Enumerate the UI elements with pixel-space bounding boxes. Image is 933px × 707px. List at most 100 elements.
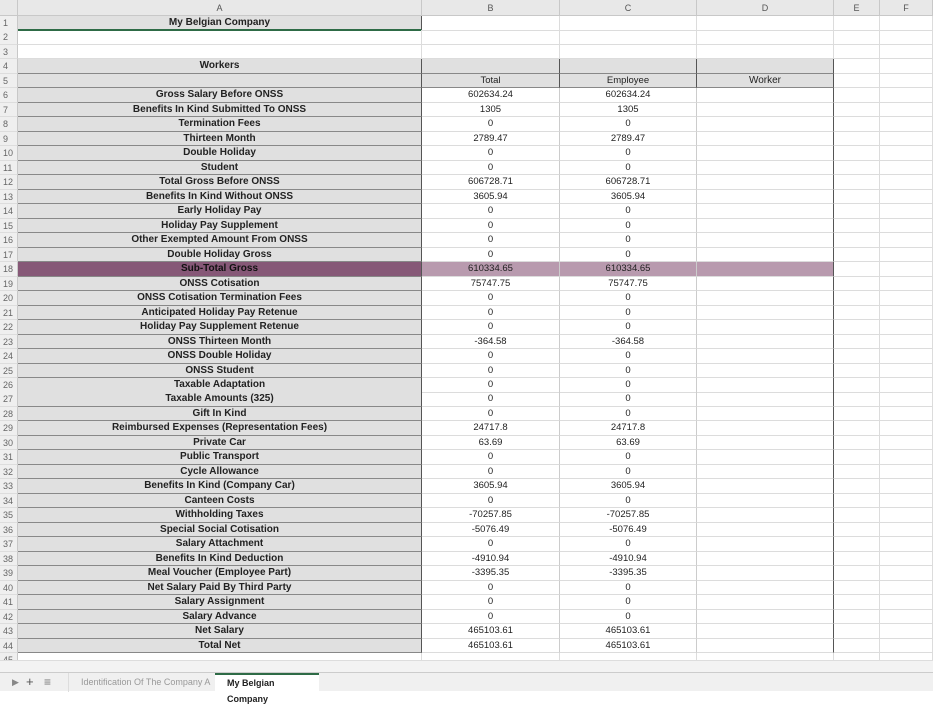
cell-c[interactable]: 0 bbox=[560, 204, 697, 219]
cell-b[interactable] bbox=[422, 653, 560, 660]
cell-f[interactable] bbox=[880, 262, 933, 277]
cell-d[interactable] bbox=[697, 624, 834, 639]
cell-d[interactable] bbox=[697, 363, 834, 379]
cell-e[interactable] bbox=[834, 305, 880, 321]
column-header-f[interactable]: F bbox=[880, 0, 933, 16]
cell-b[interactable]: 0 bbox=[422, 392, 560, 407]
cell-c[interactable] bbox=[560, 30, 697, 45]
cell-e[interactable] bbox=[834, 218, 880, 234]
sheet-tab-my-belgian-company[interactable]: My Belgian Company bbox=[215, 673, 319, 704]
cell-f[interactable] bbox=[880, 435, 933, 451]
cell-e[interactable] bbox=[834, 88, 880, 103]
row-number[interactable]: 38 bbox=[0, 551, 18, 567]
cell-c[interactable]: 0 bbox=[560, 117, 697, 132]
cell-c[interactable]: 0 bbox=[560, 146, 697, 161]
cell-c[interactable]: 0 bbox=[560, 580, 697, 596]
cell-e[interactable] bbox=[834, 102, 880, 118]
cell-f[interactable] bbox=[880, 653, 933, 660]
column-header-e[interactable]: E bbox=[834, 0, 880, 16]
cell-c[interactable]: -5076.49 bbox=[560, 522, 697, 538]
row-number[interactable]: 4 bbox=[0, 59, 18, 74]
cell-c[interactable]: 0 bbox=[560, 349, 697, 364]
cell-f[interactable] bbox=[880, 73, 933, 89]
cell-f[interactable] bbox=[880, 88, 933, 103]
cell-a[interactable]: Benefits In Kind Without ONSS bbox=[18, 189, 422, 205]
cell-a[interactable]: Canteen Costs bbox=[18, 493, 422, 509]
cell-b[interactable]: 0 bbox=[422, 218, 560, 234]
cell-e[interactable] bbox=[834, 16, 880, 31]
cell-b[interactable]: 0 bbox=[422, 291, 560, 306]
cell-b[interactable]: Total bbox=[422, 73, 560, 89]
cell-d[interactable] bbox=[697, 102, 834, 118]
column-header-b[interactable]: B bbox=[422, 0, 560, 16]
cell-b[interactable]: 0 bbox=[422, 247, 560, 263]
cell-e[interactable] bbox=[834, 189, 880, 205]
cell-f[interactable] bbox=[880, 291, 933, 306]
cell-d[interactable] bbox=[697, 189, 834, 205]
cell-e[interactable] bbox=[834, 450, 880, 465]
row-number[interactable]: 8 bbox=[0, 117, 18, 132]
cell-f[interactable] bbox=[880, 117, 933, 132]
cell-f[interactable] bbox=[880, 146, 933, 161]
cell-f[interactable] bbox=[880, 450, 933, 465]
cell-f[interactable] bbox=[880, 493, 933, 509]
cell-d[interactable] bbox=[697, 609, 834, 625]
cell-a[interactable]: Withholding Taxes bbox=[18, 508, 422, 523]
cell-d[interactable] bbox=[697, 59, 834, 74]
cell-e[interactable] bbox=[834, 247, 880, 263]
cell-c[interactable]: -3395.35 bbox=[560, 566, 697, 581]
cell-a[interactable]: Gift In Kind bbox=[18, 406, 422, 422]
cell-b[interactable]: 0 bbox=[422, 146, 560, 161]
cell-b[interactable]: 0 bbox=[422, 450, 560, 465]
row-number[interactable]: 13 bbox=[0, 189, 18, 205]
cell-a[interactable]: Total Net bbox=[18, 638, 422, 654]
cell-c[interactable]: 602634.24 bbox=[560, 88, 697, 103]
cell-b[interactable]: 0 bbox=[422, 595, 560, 610]
row-number[interactable]: 21 bbox=[0, 305, 18, 321]
cell-a[interactable]: Benefits In Kind Deduction bbox=[18, 551, 422, 567]
cell-c[interactable]: 24717.8 bbox=[560, 421, 697, 436]
cell-e[interactable] bbox=[834, 291, 880, 306]
cell-f[interactable] bbox=[880, 522, 933, 538]
row-number[interactable]: 15 bbox=[0, 218, 18, 234]
cell-e[interactable] bbox=[834, 276, 880, 292]
cell-b[interactable]: 0 bbox=[422, 580, 560, 596]
row-number[interactable]: 2 bbox=[0, 30, 18, 45]
cell-d[interactable] bbox=[697, 551, 834, 567]
cell-f[interactable] bbox=[880, 363, 933, 379]
cell-b[interactable]: 3605.94 bbox=[422, 479, 560, 494]
cell-b[interactable]: 465103.61 bbox=[422, 638, 560, 654]
cell-c[interactable]: 1305 bbox=[560, 102, 697, 118]
cell-f[interactable] bbox=[880, 247, 933, 263]
cell-a[interactable] bbox=[18, 73, 422, 89]
cell-d[interactable] bbox=[697, 160, 834, 176]
row-number[interactable]: 28 bbox=[0, 406, 18, 422]
cell-a[interactable]: Special Social Cotisation bbox=[18, 522, 422, 538]
cell-b[interactable]: -4910.94 bbox=[422, 551, 560, 567]
cell-e[interactable] bbox=[834, 378, 880, 393]
cell-c[interactable]: 465103.61 bbox=[560, 624, 697, 639]
cell-d[interactable] bbox=[697, 146, 834, 161]
row-number[interactable]: 12 bbox=[0, 175, 18, 190]
cell-a[interactable]: Other Exempted Amount From ONSS bbox=[18, 233, 422, 248]
cell-c[interactable]: 0 bbox=[560, 291, 697, 306]
row-number[interactable]: 22 bbox=[0, 320, 18, 335]
cell-b[interactable]: 63.69 bbox=[422, 435, 560, 451]
cell-c[interactable]: -364.58 bbox=[560, 334, 697, 350]
horizontal-scrollbar[interactable] bbox=[0, 660, 933, 672]
cell-d[interactable] bbox=[697, 204, 834, 219]
row-number[interactable]: 11 bbox=[0, 160, 18, 176]
cell-f[interactable] bbox=[880, 160, 933, 176]
cell-e[interactable] bbox=[834, 160, 880, 176]
cell-e[interactable] bbox=[834, 406, 880, 422]
row-number[interactable]: 41 bbox=[0, 595, 18, 610]
row-number[interactable]: 7 bbox=[0, 102, 18, 118]
cell-c[interactable]: 0 bbox=[560, 233, 697, 248]
cell-c[interactable]: 0 bbox=[560, 392, 697, 407]
cell-e[interactable] bbox=[834, 566, 880, 581]
cell-b[interactable]: 3605.94 bbox=[422, 189, 560, 205]
cell-e[interactable] bbox=[834, 421, 880, 436]
row-number[interactable]: 26 bbox=[0, 378, 18, 393]
cell-a[interactable]: Cycle Allowance bbox=[18, 464, 422, 480]
cell-b[interactable]: -70257.85 bbox=[422, 508, 560, 523]
